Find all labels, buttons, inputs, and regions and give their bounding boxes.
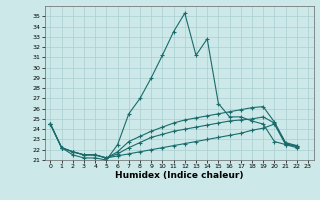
X-axis label: Humidex (Indice chaleur): Humidex (Indice chaleur) bbox=[115, 171, 244, 180]
